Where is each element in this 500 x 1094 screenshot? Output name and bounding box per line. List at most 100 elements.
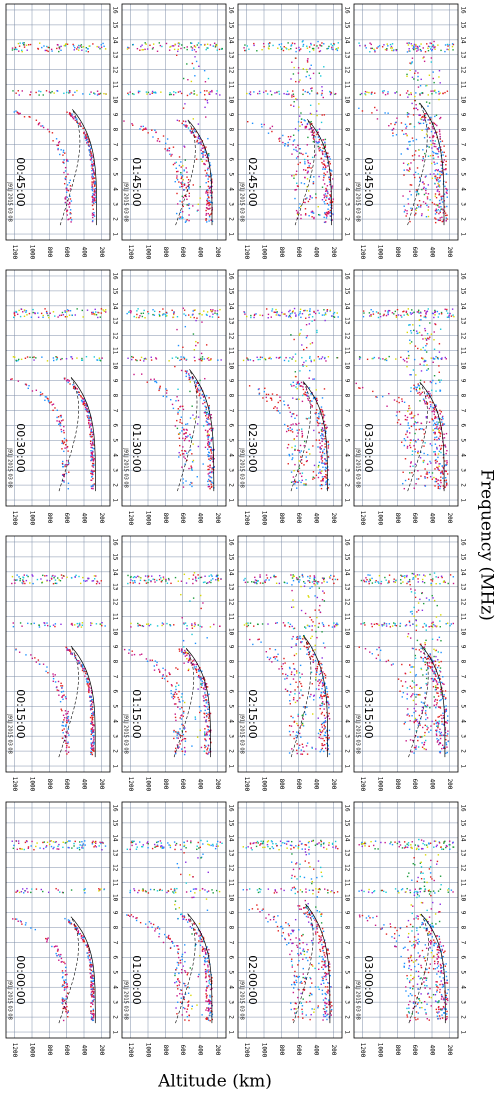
- echo-dot: [18, 891, 21, 894]
- echo-dot: [206, 357, 209, 360]
- echo-dot: [323, 961, 326, 963]
- echo-dot: [324, 1002, 326, 1004]
- echo-dot: [26, 574, 28, 577]
- echo-dot: [181, 750, 184, 753]
- echo-dot: [211, 191, 213, 193]
- echo-dot: [59, 153, 61, 156]
- echo-dot: [92, 970, 94, 973]
- echo-dot: [90, 991, 93, 993]
- x-tick-label: 1000: [29, 511, 36, 526]
- echo-dot: [281, 668, 284, 670]
- echo-dot: [179, 421, 181, 423]
- echo-dot: [324, 726, 326, 728]
- y-tick-label: 3: [228, 1000, 235, 1004]
- echo-dot: [182, 107, 185, 109]
- echo-dot: [181, 706, 183, 709]
- echo-dot: [17, 90, 19, 92]
- echo-dot: [299, 648, 302, 650]
- echo-dot: [92, 1014, 95, 1016]
- echo-dot: [176, 328, 178, 331]
- echo-dot: [210, 446, 212, 449]
- echo-dot: [294, 449, 296, 452]
- echo-dot: [186, 658, 188, 660]
- echo-dot: [269, 919, 272, 921]
- echo-dot: [268, 579, 270, 581]
- echo-dot: [210, 219, 212, 221]
- echo-dot: [282, 663, 284, 665]
- echo-dot: [37, 316, 40, 319]
- echo-dot: [18, 94, 20, 96]
- echo-dot: [302, 746, 304, 748]
- echo-dot: [123, 648, 126, 651]
- echo-dot: [188, 874, 191, 876]
- echo-dot: [181, 210, 184, 213]
- echo-dot: [67, 309, 70, 312]
- echo-dot: [150, 580, 152, 582]
- echo-dot: [208, 208, 210, 210]
- echo-dot: [320, 487, 323, 490]
- y-tick-label: 8: [112, 394, 119, 398]
- echo-dot: [86, 415, 88, 417]
- echo-dot: [200, 152, 203, 155]
- x-tick-label: 200: [330, 1045, 337, 1056]
- echo-dot: [178, 164, 181, 167]
- echo-dot: [321, 927, 324, 930]
- echo-dot: [64, 1006, 67, 1009]
- echo-dot: [325, 427, 327, 430]
- echo-dot: [282, 622, 285, 624]
- echo-dot: [11, 47, 14, 49]
- y-tick-label: 2: [228, 1015, 235, 1019]
- y-tick-label: 1: [228, 1030, 235, 1034]
- echo-dot: [194, 668, 197, 670]
- echo-dot: [192, 333, 195, 335]
- echo-dot: [206, 90, 208, 92]
- echo-dot: [60, 623, 62, 626]
- echo-dot: [209, 164, 212, 166]
- echo-dot: [197, 123, 200, 125]
- echo-dot: [286, 675, 289, 677]
- echo-dot: [63, 719, 65, 721]
- echo-dot: [81, 664, 83, 666]
- echo-dot: [68, 921, 70, 924]
- echo-dot: [178, 984, 180, 986]
- y-tick-label: 4: [112, 985, 119, 989]
- echo-dot: [292, 1019, 294, 1021]
- station-label: J91J 2015 03 08: [7, 181, 13, 222]
- echo-dot: [157, 840, 159, 843]
- echo-dot: [84, 406, 87, 409]
- echo-dot: [299, 982, 301, 984]
- echo-dot: [86, 680, 88, 682]
- echo-dot: [179, 419, 182, 421]
- echo-dot: [131, 841, 134, 844]
- echo-dot: [91, 977, 93, 979]
- echo-dot: [323, 739, 326, 742]
- echo-dot: [204, 405, 206, 408]
- y-tick-label: 5: [344, 970, 351, 974]
- echo-dot: [305, 957, 307, 959]
- echo-dot: [319, 471, 321, 473]
- echo-dot: [90, 730, 92, 732]
- echo-dot: [56, 950, 59, 952]
- echo-dot: [321, 631, 323, 633]
- y-tick-label: 1: [344, 764, 351, 768]
- echo-dot: [92, 433, 94, 436]
- echo-dot: [322, 1008, 325, 1010]
- echo-dot: [92, 734, 94, 737]
- y-tick-label: 3: [112, 734, 119, 738]
- echo-dot: [139, 359, 142, 361]
- echo-dot: [90, 994, 93, 996]
- echo-dot: [85, 139, 87, 142]
- echo-dot: [50, 840, 53, 842]
- echo-dot: [335, 847, 337, 849]
- echo-dot: [293, 674, 296, 676]
- echo-dot: [60, 149, 62, 151]
- echo-dot: [306, 911, 309, 913]
- echo-dot: [197, 624, 200, 626]
- echo-dot: [205, 116, 207, 118]
- model-curve-dashed: [173, 648, 195, 758]
- echo-dot: [187, 659, 190, 662]
- model-curve-dashed: [175, 119, 196, 226]
- echo-dot: [83, 668, 86, 670]
- echo-dot: [18, 576, 20, 578]
